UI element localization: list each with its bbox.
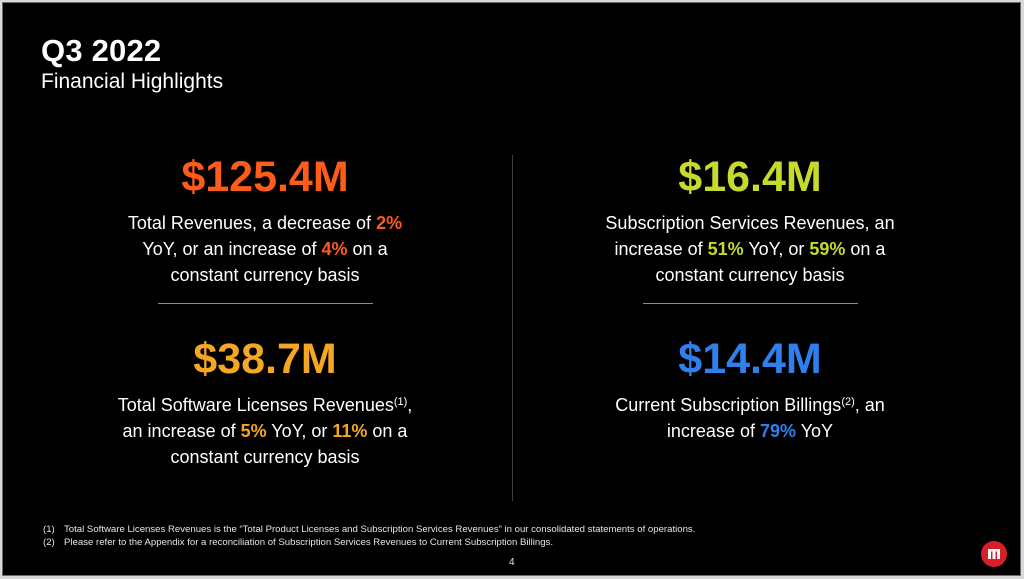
footnote-number: (2): [43, 537, 55, 548]
metric-value: $14.4M: [678, 335, 822, 383]
footnote-ref: (2): [841, 396, 855, 408]
microstrategy-logo-icon: [981, 541, 1007, 567]
metric-subscription-services: $16.4M Subscription Services Revenues, a…: [560, 153, 940, 288]
slide-title: Q3 2022: [41, 33, 162, 68]
desc-text: ,: [407, 395, 413, 415]
column-divider: [512, 155, 513, 501]
desc-text: increase of: [614, 239, 708, 259]
highlight-percent: 5%: [240, 421, 267, 441]
metric-description: Current Subscription Billings(2), an inc…: [560, 392, 940, 444]
footnote-item: (2) Please refer to the Appendix for a r…: [43, 536, 695, 549]
footnote-number: (1): [43, 524, 55, 535]
desc-text: YoY, or: [743, 239, 810, 259]
desc-text: on a: [367, 421, 408, 441]
metric-subscription-billings: $14.4M Current Subscription Billings(2),…: [560, 335, 940, 444]
highlight-percent: 59%: [809, 239, 846, 259]
desc-text: Total Software Licenses Revenues: [117, 395, 394, 415]
row-divider-right: [643, 303, 858, 304]
row-divider-left: [158, 303, 373, 304]
desc-text: YoY, or: [266, 421, 333, 441]
desc-text: Subscription Services Revenues, an: [605, 213, 895, 233]
desc-text: Total Revenues, a decrease of: [127, 213, 377, 233]
slide-subtitle: Financial Highlights: [41, 70, 224, 93]
highlight-percent: 11%: [332, 421, 368, 441]
footnote-ref: (1): [393, 396, 408, 408]
desc-text: constant currency basis: [655, 265, 845, 285]
desc-text: Current Subscription Billings: [615, 395, 842, 415]
desc-text: , an: [854, 395, 885, 415]
desc-text: increase of: [666, 421, 760, 441]
desc-text: YoY: [796, 421, 834, 441]
desc-text: YoY, or an increase of: [142, 239, 322, 259]
footnotes: (1) Total Software Licenses Revenues is …: [43, 523, 695, 549]
desc-text: constant currency basis: [170, 265, 360, 285]
desc-text: constant currency basis: [170, 447, 360, 467]
desc-text: an increase of: [122, 421, 241, 441]
metric-description: Total Software Licenses Revenues(1), an …: [75, 392, 455, 470]
footnote-item: (1) Total Software Licenses Revenues is …: [43, 523, 695, 536]
metric-value: $125.4M: [181, 153, 349, 201]
highlight-percent: 79%: [759, 421, 797, 441]
logo-glyph: [988, 549, 1000, 559]
desc-text: on a: [347, 239, 388, 259]
metric-description: Subscription Services Revenues, an incre…: [560, 210, 940, 288]
metric-description: Total Revenues, a decrease of 2% YoY, or…: [75, 210, 455, 288]
highlight-percent: 2%: [376, 213, 403, 233]
footnote-text: Total Software Licenses Revenues is the …: [64, 524, 696, 535]
footnote-text: Please refer to the Appendix for a recon…: [64, 537, 554, 548]
metric-software-licenses: $38.7M Total Software Licenses Revenues(…: [75, 335, 455, 470]
desc-text: on a: [845, 239, 886, 259]
metric-total-revenues: $125.4M Total Revenues, a decrease of 2%…: [75, 153, 455, 288]
highlight-percent: 51%: [707, 239, 744, 259]
highlight-percent: 4%: [321, 239, 348, 259]
page-number: 4: [509, 557, 515, 568]
metric-value: $16.4M: [678, 153, 822, 201]
metric-value: $38.7M: [193, 335, 337, 383]
